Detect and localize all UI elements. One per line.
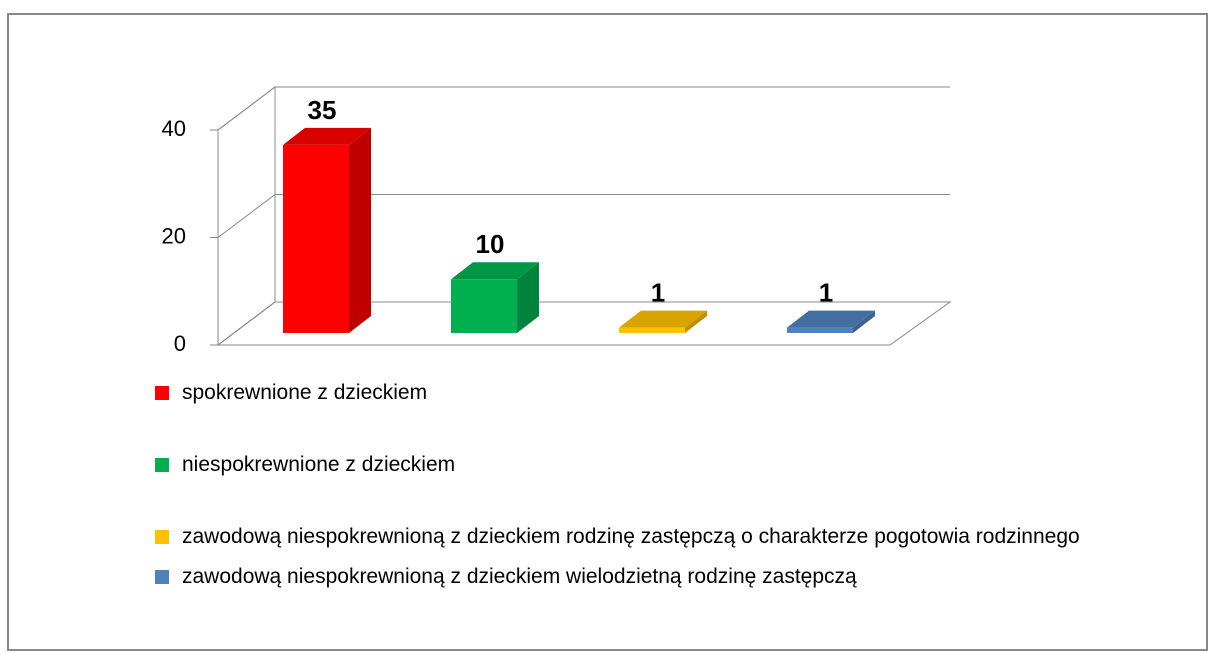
bar — [451, 279, 517, 333]
bar — [787, 327, 853, 333]
bar-top — [283, 127, 371, 145]
chart-border — [7, 13, 1208, 651]
legend-item: zawodową niespokrewnioną z dzieckiem rod… — [155, 522, 1175, 552]
y-tick-label: 0 — [174, 331, 186, 356]
legend-swatch — [155, 570, 169, 584]
value-label: 1 — [819, 278, 833, 308]
grid-line — [217, 301, 276, 346]
bar — [283, 144, 349, 333]
bar-side — [517, 262, 539, 333]
bar-top — [619, 310, 707, 328]
legend-label: zawodową niespokrewnioną z dzieckiem wie… — [182, 565, 857, 588]
bar-side — [349, 127, 371, 333]
grid-line — [217, 194, 276, 238]
legend: spokrewnione z dzieckiem niespokrewnione … — [155, 378, 1175, 634]
bar-side — [685, 310, 707, 333]
legend-swatch — [155, 458, 169, 472]
y-tick-label: 20 — [162, 223, 186, 248]
legend-label: spokrewnione z dzieckiem — [182, 381, 428, 404]
bar — [619, 327, 685, 333]
value-label: 1 — [651, 278, 665, 308]
bar-side — [853, 310, 875, 333]
value-label: 35 — [308, 95, 337, 125]
legend-label: zawodową niespokrewnioną z dzieckiem rod… — [182, 525, 1080, 548]
bar-top — [451, 262, 539, 280]
legend-swatch — [155, 386, 169, 400]
grid-line — [217, 86, 276, 131]
legend-swatch — [155, 530, 169, 544]
legend-item: spokrewnione z dzieckiem — [155, 378, 1175, 408]
legend-item: zawodową niespokrewnioną z dzieckiem wie… — [155, 562, 1175, 592]
legend-item: niespokrewnione z dzieckiem — [155, 450, 1175, 480]
y-tick-label: 40 — [162, 116, 186, 141]
legend-label: niespokrewnione z dzieckiem — [182, 453, 456, 476]
value-label: 10 — [476, 229, 505, 259]
bar-top — [787, 310, 875, 328]
